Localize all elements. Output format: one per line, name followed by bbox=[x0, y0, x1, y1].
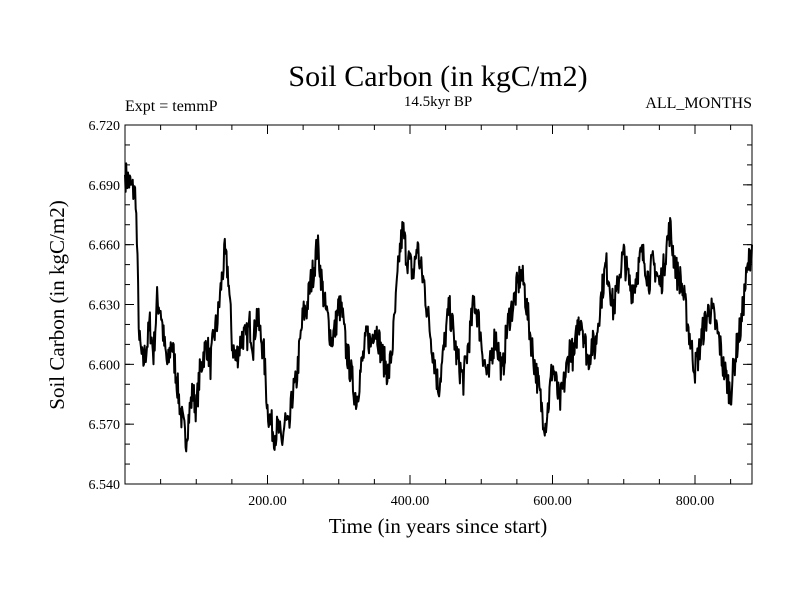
x-tick-label: 400.00 bbox=[391, 494, 430, 509]
axis-tick-labels: 6.540 6.570 6.600 6.630 6.660 6.690 6.720 200.0… bbox=[89, 119, 715, 509]
x-tick-label: 600.00 bbox=[533, 494, 572, 509]
x-axis-label: Time (in years since start) bbox=[329, 514, 548, 538]
y-tick-label: 6.720 bbox=[89, 119, 121, 134]
y-tick-label: 6.570 bbox=[89, 418, 121, 433]
chart-subtitle: 14.5kyr BP bbox=[404, 94, 472, 110]
y-tick-label: 6.540 bbox=[89, 478, 121, 493]
y-tick-label: 6.630 bbox=[89, 299, 121, 314]
y-tick-label: 6.600 bbox=[89, 358, 121, 373]
y-tick-label: 6.660 bbox=[89, 239, 121, 254]
x-tick-label: 200.00 bbox=[248, 494, 287, 509]
y-axis-label: Soil Carbon (in kgC/m2) bbox=[45, 200, 69, 409]
chart-title: Soil Carbon (in kgC/m2) bbox=[288, 60, 587, 93]
data-series-line bbox=[124, 162, 753, 453]
experiment-label: Expt = temmP bbox=[125, 98, 218, 115]
months-label: ALL_MONTHS bbox=[645, 95, 752, 112]
y-tick-label: 6.690 bbox=[89, 179, 121, 194]
x-tick-label: 800.00 bbox=[676, 494, 715, 509]
plot-frame bbox=[124, 124, 753, 485]
